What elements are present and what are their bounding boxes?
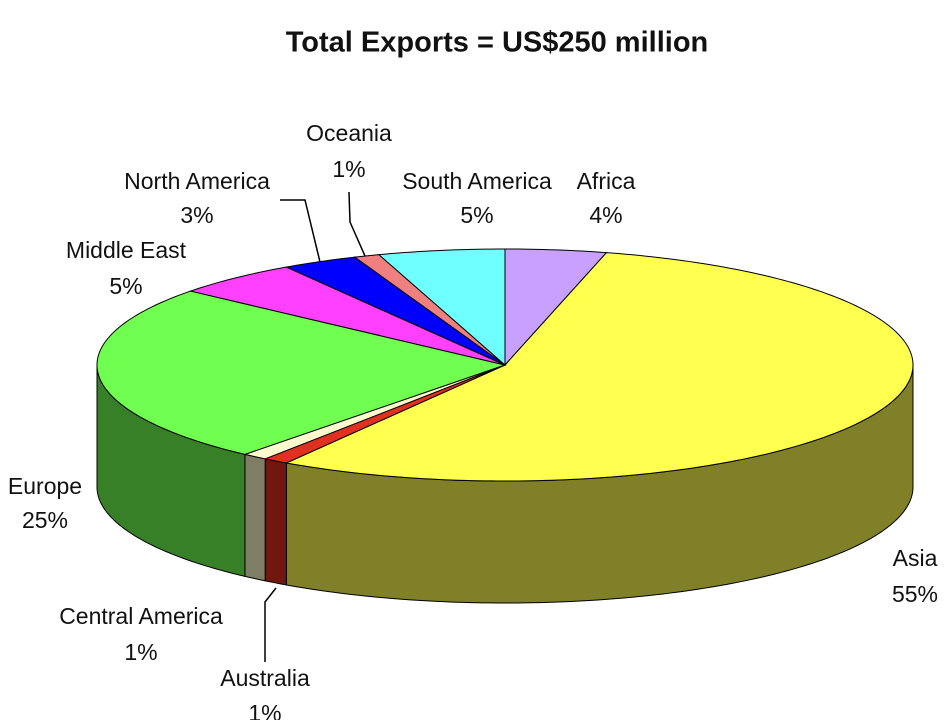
slice-value-label: 3% (180, 202, 213, 228)
leader-line (348, 191, 366, 257)
slice-value-label: 25% (22, 507, 68, 533)
slice-value-label: 5% (460, 202, 493, 228)
leader-line (264, 587, 277, 662)
pie-slice (504, 248, 608, 367)
pie-slice (188, 266, 506, 366)
slice-label: Central America (59, 603, 223, 629)
slice-value-label: 55% (892, 581, 938, 607)
pie-side (264, 458, 287, 586)
chart-title: Total Exports = US$250 million (286, 27, 709, 59)
slice-label: South America (402, 168, 552, 194)
slice-label: Africa (577, 168, 636, 194)
slice-value-label: 5% (109, 273, 142, 299)
pie-slice (96, 290, 507, 455)
slice-label: Australia (220, 665, 310, 691)
slice-value-label: 1% (248, 700, 281, 720)
slice-value-label: 1% (124, 639, 157, 665)
slice-label: North America (124, 168, 270, 194)
pie-slice (284, 252, 914, 482)
slice-label: Oceania (306, 120, 392, 146)
leader-line (280, 199, 321, 263)
slice-value-label: 4% (589, 202, 622, 228)
slice-label: Europe (8, 473, 82, 499)
slice-label: Middle East (66, 237, 187, 263)
pie-side (244, 453, 266, 582)
slice-label: Asia (893, 545, 938, 571)
pie-slice (377, 248, 506, 367)
slice-value-label: 1% (332, 156, 365, 182)
